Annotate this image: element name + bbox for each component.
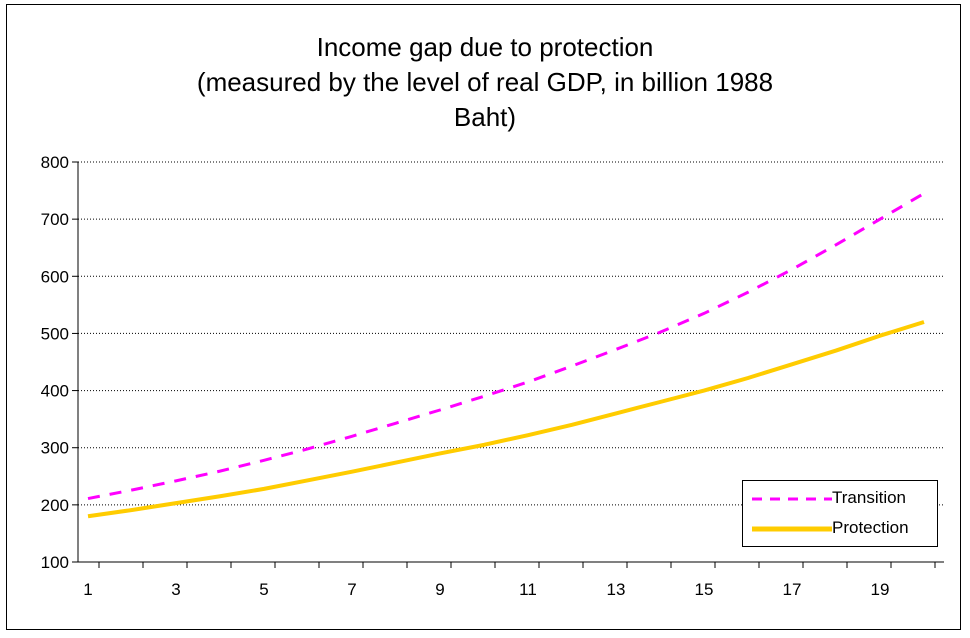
y-tick-label-800: 800 (41, 153, 69, 172)
x-tick-label-11: 11 (519, 580, 537, 599)
y-tick-label-700: 700 (41, 210, 69, 229)
y-tick-label-100: 100 (41, 553, 69, 572)
x-tick-label-13: 13 (607, 580, 626, 599)
y-tick-label-200: 200 (41, 496, 69, 515)
y-tick-label-500: 500 (41, 324, 69, 343)
x-tick-label-17: 17 (783, 580, 802, 599)
chart-frame (6, 4, 961, 630)
y-tick-label-600: 600 (41, 267, 69, 286)
x-tick-label-7: 7 (347, 580, 356, 599)
legend-item-transition: Transition (743, 485, 939, 513)
y-tick-label-300: 300 (41, 439, 69, 458)
legend-item-protection: Protection (743, 515, 939, 543)
legend-label-transition: Transition (832, 488, 907, 507)
x-tick-label-15: 15 (695, 580, 714, 599)
gridlines (78, 161, 944, 506)
y-tick-label-400: 400 (41, 382, 69, 401)
x-tick-label-19: 19 (871, 580, 890, 599)
x-tick-label-1: 1 (83, 580, 92, 599)
series-line-protection (87, 320, 925, 519)
series-lines (87, 192, 925, 519)
legend-swatch-protection (752, 526, 832, 532)
legend: Transition Protection (742, 480, 938, 547)
series-line-transition (87, 192, 925, 501)
x-tick-label-5: 5 (259, 580, 268, 599)
chart-title: Income gap due to protection (measured b… (196, 32, 774, 132)
x-tick-label-9: 9 (435, 580, 444, 599)
axes (72, 161, 944, 568)
legend-swatch-transition (752, 497, 832, 501)
x-tick-label-3: 3 (171, 580, 180, 599)
legend-label-protection: Protection (832, 518, 909, 537)
